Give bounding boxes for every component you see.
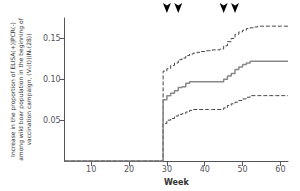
svg-text:0.15: 0.15: [43, 34, 61, 43]
svg-text:60: 60: [275, 165, 285, 174]
svg-text:50: 50: [237, 165, 247, 174]
svg-text:Increase in the proportion of: Increase in the proportion of ELISA(+)|P…: [9, 22, 17, 157]
svg-text:40: 40: [200, 165, 210, 174]
svg-text:0.10: 0.10: [43, 75, 61, 84]
svg-text:10: 10: [86, 165, 96, 174]
svg-text:30: 30: [162, 165, 172, 174]
svg-text:among wild boar population in: among wild boar population in the beginn…: [17, 17, 25, 161]
svg-text:vaccination campaign, (V₁(t))(: vaccination campaign, (V₁(t))(Nᵥ(28)): [25, 34, 33, 146]
svg-text:Week: Week: [164, 178, 189, 187]
svg-text:20: 20: [124, 165, 134, 174]
svg-text:0.05: 0.05: [43, 116, 61, 125]
